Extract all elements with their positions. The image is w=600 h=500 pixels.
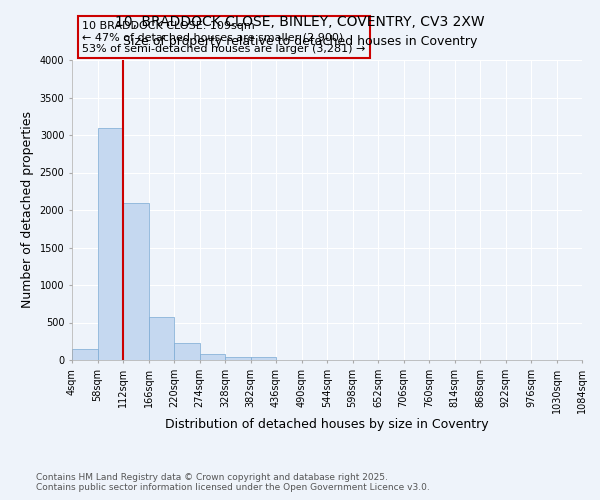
Bar [225,357,251,360]
Bar [174,343,199,360]
Bar [149,318,174,360]
Bar [72,349,97,360]
Text: Size of property relative to detached houses in Coventry: Size of property relative to detached ho… [123,35,477,48]
Text: Contains HM Land Registry data © Crown copyright and database right 2025.
Contai: Contains HM Land Registry data © Crown c… [36,473,430,492]
X-axis label: Distribution of detached houses by size in Coventry: Distribution of detached houses by size … [165,418,489,432]
Text: 10, BRADDOCK CLOSE, BINLEY, COVENTRY, CV3 2XW: 10, BRADDOCK CLOSE, BINLEY, COVENTRY, CV… [115,15,485,29]
Bar [123,203,149,360]
Text: 10 BRADDOCK CLOSE: 109sqm
← 47% of detached houses are smaller (2,900)
53% of se: 10 BRADDOCK CLOSE: 109sqm ← 47% of detac… [82,21,365,54]
Bar [251,357,276,360]
Bar [97,128,123,360]
Y-axis label: Number of detached properties: Number of detached properties [21,112,34,308]
Bar [199,354,225,360]
